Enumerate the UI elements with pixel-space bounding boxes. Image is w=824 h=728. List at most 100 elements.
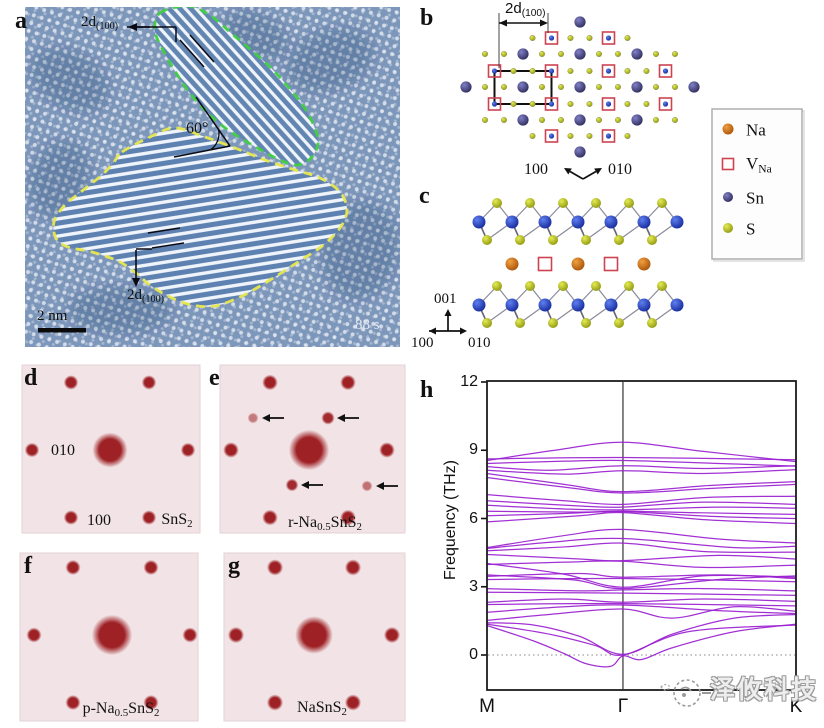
legend-box xyxy=(711,108,805,262)
diffraction-spot xyxy=(340,374,356,391)
panel-f-diffraction-pattern xyxy=(19,552,199,722)
diffraction-spot xyxy=(65,559,81,576)
diffraction-spot xyxy=(383,626,401,644)
panel-g-label: g xyxy=(228,553,240,579)
panel-a-label: a xyxy=(15,8,27,34)
diffraction-spot xyxy=(143,694,159,711)
panel-d-label: d xyxy=(24,365,38,391)
legend-label-sn: Sn xyxy=(746,188,764,208)
watermark-text: 泽攸科技 xyxy=(710,677,819,704)
central-beam-spot xyxy=(295,616,333,654)
panel-g-name: NaSnS2 xyxy=(297,699,347,719)
legend-label-s: S xyxy=(746,219,756,239)
panel-f-label: f xyxy=(24,553,32,579)
diffraction-spot xyxy=(63,510,79,525)
superlattice-spot xyxy=(285,478,299,492)
na-atom xyxy=(571,257,585,271)
diffraction-spot xyxy=(344,559,362,576)
phonon-band xyxy=(487,623,796,668)
phonon-xtick-Γ: Γ xyxy=(617,696,629,717)
panel-c-label: c xyxy=(419,183,430,209)
phonon-band xyxy=(487,605,796,622)
phonon-xtick-K: K xyxy=(789,696,803,717)
legend-marker-na xyxy=(722,123,734,135)
panel-d-spot-label-100: 100 xyxy=(87,512,111,529)
na-atom xyxy=(505,257,519,271)
diffraction-spot xyxy=(63,375,79,390)
panel-h-label: h xyxy=(420,377,434,403)
diffraction-spot xyxy=(262,374,278,391)
phonon-ytick-6: 6 xyxy=(469,509,478,527)
panel-d-spot-label-010: 010 xyxy=(51,442,75,459)
phonon-band xyxy=(487,587,796,592)
diffraction-spot xyxy=(223,442,239,458)
panel-a-scalebar-label: 2 nm xyxy=(37,308,68,324)
panel-a-dspacing-bottom-label: 2d(100) xyxy=(127,287,165,305)
phonon-band xyxy=(487,504,796,511)
phonon-band xyxy=(487,604,796,615)
central-beam-spot xyxy=(288,429,330,471)
panel-a-angle-label: 60° xyxy=(186,120,209,137)
diffraction-spot xyxy=(340,509,356,526)
phonon-xtick-M: M xyxy=(479,696,495,717)
phonon-band xyxy=(487,577,796,583)
panel-g-diffraction-pattern xyxy=(223,552,406,722)
phonon-band xyxy=(487,560,796,569)
panel-d-diffraction-pattern xyxy=(21,364,201,534)
phonon-band xyxy=(487,510,796,520)
diffraction-spot xyxy=(141,510,157,525)
superlattice-spot xyxy=(321,411,335,425)
phonon-band xyxy=(487,500,796,508)
phonon-band xyxy=(487,459,796,467)
panel-a-hrtem-image xyxy=(25,7,400,347)
phonon-band xyxy=(487,528,796,549)
panel-a-timestamp: 88 s xyxy=(355,317,380,333)
phonon-band xyxy=(487,598,796,603)
legend-marker-sn xyxy=(723,192,733,202)
superlattice-spot xyxy=(247,412,259,424)
phonon-band xyxy=(487,591,796,597)
phonon-band xyxy=(487,493,796,506)
panel-b-label: b xyxy=(420,5,434,31)
phonon-band xyxy=(487,511,796,525)
panel-b-axis-010: 010 xyxy=(608,161,632,178)
panel-c-structure-side-view xyxy=(472,198,684,328)
phonon-band xyxy=(487,602,796,607)
phonon-y-axis-title: Frequency (THz) xyxy=(442,459,459,581)
diffraction-spot xyxy=(344,694,362,711)
na-atom xyxy=(637,257,651,271)
diffraction-spot xyxy=(26,627,42,643)
phonon-bands xyxy=(487,441,796,668)
scale-bar xyxy=(38,328,86,333)
phonon-ytick-12: 12 xyxy=(460,373,478,390)
central-beam-spot xyxy=(92,432,128,468)
phonon-ytick-3: 3 xyxy=(469,577,478,595)
diffraction-spot xyxy=(141,375,157,390)
phonon-band xyxy=(487,623,796,657)
diffraction-spot xyxy=(266,559,284,576)
diffraction-spot xyxy=(266,694,284,711)
phonon-band xyxy=(487,574,796,590)
legend-label-na: Na xyxy=(746,120,766,140)
panel-a-dspacing-top-label: 2d(100) xyxy=(81,14,119,32)
diffraction-spot xyxy=(182,627,198,643)
phonon-band-plot xyxy=(481,380,797,691)
legend-marker-s xyxy=(723,223,733,233)
panel-b-axis-100: 100 xyxy=(524,161,548,178)
phonon-band xyxy=(487,613,796,655)
phonon-ytick-9: 9 xyxy=(469,441,478,459)
superlattice-spot xyxy=(361,480,373,492)
panel-b-structure-top-view xyxy=(460,16,700,158)
watermark-logo xyxy=(660,679,711,707)
phonon-band xyxy=(487,537,796,550)
diffraction-spot xyxy=(180,442,196,458)
phonon-band xyxy=(487,465,796,471)
panel-c-axis-100: 100 xyxy=(411,335,434,351)
central-beam-spot xyxy=(91,614,133,656)
phonon-ytick-0: 0 xyxy=(469,646,478,663)
phonon-band xyxy=(487,476,796,494)
phonon-band xyxy=(487,468,796,475)
legend-label-vna: VNa xyxy=(746,154,772,176)
